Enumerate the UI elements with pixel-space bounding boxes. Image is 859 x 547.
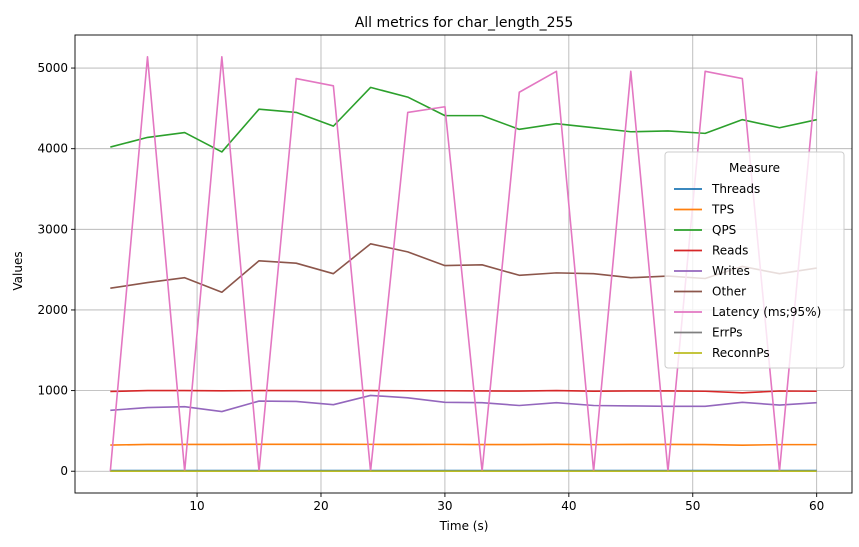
legend-entry: TPS xyxy=(711,203,734,217)
chart-title: All metrics for char_length_255 xyxy=(355,15,574,31)
y-tick-label: 5000 xyxy=(37,61,68,75)
legend-entry: Reads xyxy=(712,244,748,258)
x-tick-label: 40 xyxy=(561,499,576,513)
series-line-writes xyxy=(110,394,817,413)
legend-box xyxy=(664,151,845,369)
y-tick-label: 4000 xyxy=(37,142,68,156)
legend: Measure Threads TPS QPS Reads Writes Other Late… xyxy=(664,151,845,369)
series-line-reads xyxy=(110,389,817,394)
legend-entry: QPS xyxy=(712,223,736,237)
plot-area: 10 20 30 40 50 60 0 1000 2000 3000 4000 5000 xyxy=(37,34,853,513)
legend-entry: Writes xyxy=(712,264,750,278)
x-axis-label: Time (s) xyxy=(439,519,489,533)
x-tick-label: 10 xyxy=(189,499,204,513)
x-tick-label: 50 xyxy=(685,499,700,513)
y-tick-label: 1000 xyxy=(37,384,68,398)
legend-entry: Threads xyxy=(711,182,760,196)
series-line-latency-ms-95 xyxy=(109,55,818,473)
y-tick-label: 0 xyxy=(60,464,68,478)
x-tick-label: 20 xyxy=(313,499,328,513)
y-tick-label: 3000 xyxy=(37,222,68,236)
legend-entry: ReconnPs xyxy=(712,346,770,360)
series-line-tps xyxy=(110,443,817,446)
axes-frame xyxy=(74,34,853,494)
x-tick-label: 30 xyxy=(437,499,452,513)
legend-entry: ErrPs xyxy=(712,326,743,340)
y-axis-label: Values xyxy=(11,251,25,290)
x-tick-label: 60 xyxy=(809,499,824,513)
legend-entry: Latency (ms;95%) xyxy=(712,305,821,319)
legend-title: Measure xyxy=(729,161,780,175)
y-tick-label: 2000 xyxy=(37,303,68,317)
legend-entry: Other xyxy=(712,285,746,299)
